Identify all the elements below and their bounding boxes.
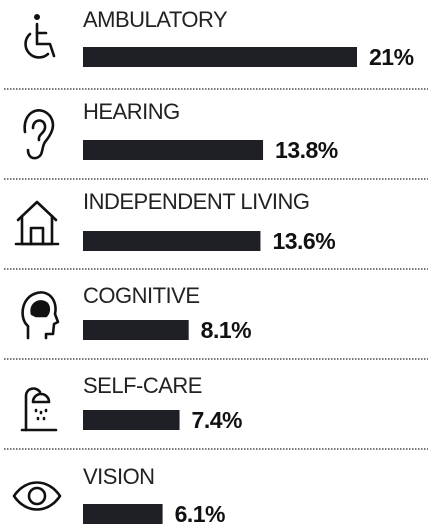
icon-wheelchair <box>24 14 56 59</box>
icon-head <box>21 291 60 340</box>
bar <box>83 320 189 340</box>
bar <box>83 410 180 430</box>
category-label: COGNITIVE <box>83 283 200 308</box>
icons <box>12 14 62 511</box>
value-label: 21% <box>369 44 414 70</box>
icon-eye <box>12 481 62 511</box>
bar <box>83 504 163 524</box>
category-label: AMBULATORY <box>83 7 228 32</box>
value-label: 7.4% <box>192 407 242 433</box>
category-label: INDEPENDENT LIVING <box>83 189 310 214</box>
category-label: SELF-CARE <box>83 373 202 398</box>
category-label: VISION <box>83 464 155 489</box>
value-label: 13.6% <box>272 228 335 254</box>
value-label: 8.1% <box>201 317 251 343</box>
category-label: HEARING <box>83 99 180 124</box>
bar <box>83 231 261 251</box>
value-label: 6.1% <box>175 501 225 527</box>
icon-shower <box>20 387 58 432</box>
icon-ear <box>23 109 55 160</box>
icon-house <box>14 200 60 246</box>
value-label: 13.8% <box>275 137 338 163</box>
bar <box>83 140 264 160</box>
bar <box>83 47 357 67</box>
